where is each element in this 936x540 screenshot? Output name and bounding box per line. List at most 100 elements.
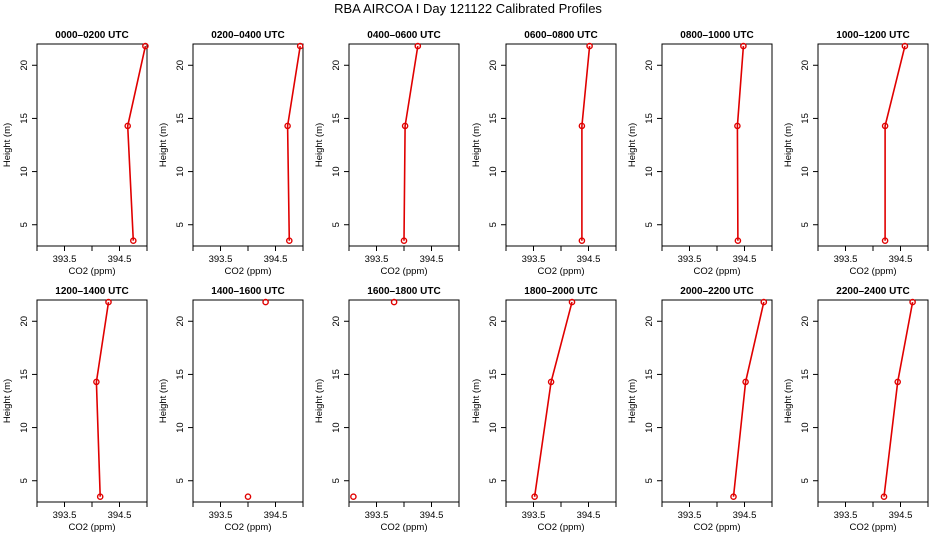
x-axis-label: CO2 (ppm) xyxy=(381,522,428,533)
x-tick-label: 394.5 xyxy=(420,254,444,265)
y-tick-label: 10 xyxy=(644,166,655,177)
panel-title: 2000–2200 UTC xyxy=(680,286,753,297)
panel-frame xyxy=(661,43,773,247)
y-tick-label: 5 xyxy=(19,478,30,483)
x-axis-label: CO2 (ppm) xyxy=(850,266,897,277)
panel-frame xyxy=(817,299,929,503)
y-tick-label: 5 xyxy=(644,478,655,483)
data-point xyxy=(285,237,293,244)
data-point xyxy=(244,493,252,501)
y-tick-label: 15 xyxy=(331,113,342,124)
data-point xyxy=(124,122,131,130)
y-tick-label: 20 xyxy=(800,316,811,327)
y-tick-label: 5 xyxy=(488,478,499,483)
data-point xyxy=(730,493,737,501)
x-tick-label: 393.5 xyxy=(678,510,702,521)
y-axis-label: Height (m) xyxy=(314,123,325,167)
y-axis-label: Height (m) xyxy=(471,379,482,423)
y-tick-label: 5 xyxy=(331,478,342,483)
data-point xyxy=(881,122,889,130)
panel-title: 0000–0200 UTC xyxy=(55,30,128,41)
profile-line xyxy=(95,301,110,497)
y-tick-label: 5 xyxy=(175,222,186,227)
y-tick-label: 20 xyxy=(331,316,342,327)
data-point xyxy=(547,378,555,386)
data-point xyxy=(894,378,902,386)
panel-frame xyxy=(817,43,929,247)
y-tick-label: 20 xyxy=(800,60,811,71)
x-tick-label: 393.5 xyxy=(53,510,77,521)
profile-line xyxy=(126,45,147,241)
y-tick-label: 5 xyxy=(800,222,811,227)
data-point xyxy=(262,298,269,306)
data-point xyxy=(734,237,742,244)
x-tick-label: 394.5 xyxy=(889,510,913,521)
data-point xyxy=(568,298,576,306)
x-tick-label: 393.5 xyxy=(522,254,546,265)
y-axis-label: Height (m) xyxy=(471,123,482,167)
x-tick-label: 393.5 xyxy=(834,254,858,265)
y-tick-label: 10 xyxy=(800,422,811,433)
y-tick-label: 15 xyxy=(175,113,186,124)
y-axis-label: Height (m) xyxy=(783,123,794,167)
x-tick-label: 394.5 xyxy=(889,254,913,265)
panel-frame xyxy=(505,299,617,503)
y-tick-label: 20 xyxy=(19,316,30,327)
panel-frame xyxy=(192,43,304,247)
y-tick-label: 10 xyxy=(331,166,342,177)
data-point xyxy=(880,493,888,501)
y-tick-label: 20 xyxy=(331,60,342,71)
x-tick-label: 393.5 xyxy=(522,510,546,521)
y-tick-label: 5 xyxy=(488,222,499,227)
profile-line xyxy=(533,301,573,497)
profile-line xyxy=(732,301,765,497)
y-axis-label: Height (m) xyxy=(314,379,325,423)
x-axis-label: CO2 (ppm) xyxy=(225,266,272,277)
data-point xyxy=(578,237,586,244)
x-axis-label: CO2 (ppm) xyxy=(694,522,741,533)
panel-frame xyxy=(348,299,460,503)
y-axis-label: Height (m) xyxy=(158,123,169,167)
data-point xyxy=(901,42,909,50)
data-point xyxy=(129,237,137,244)
y-tick-label: 10 xyxy=(19,422,30,433)
data-point xyxy=(414,42,422,50)
x-axis-label: CO2 (ppm) xyxy=(694,266,741,277)
y-tick-label: 15 xyxy=(488,369,499,380)
data-point xyxy=(760,298,768,306)
data-point xyxy=(93,378,100,386)
y-tick-label: 20 xyxy=(175,316,186,327)
x-tick-label: 394.5 xyxy=(577,510,601,521)
y-tick-label: 10 xyxy=(488,422,499,433)
x-tick-label: 394.5 xyxy=(420,510,444,521)
data-point xyxy=(105,298,112,306)
profile-line xyxy=(883,301,914,497)
y-axis-label: Height (m) xyxy=(627,379,638,423)
y-tick-label: 10 xyxy=(800,166,811,177)
panel-title: 1000–1200 UTC xyxy=(836,30,909,41)
y-axis-label: Height (m) xyxy=(783,379,794,423)
y-tick-label: 10 xyxy=(175,422,186,433)
x-tick-label: 394.5 xyxy=(108,510,132,521)
x-tick-label: 393.5 xyxy=(209,254,233,265)
x-tick-label: 394.5 xyxy=(733,254,757,265)
y-tick-label: 15 xyxy=(800,113,811,124)
panel-title: 0400–0600 UTC xyxy=(367,30,440,41)
y-tick-label: 5 xyxy=(19,222,30,227)
x-tick-label: 394.5 xyxy=(577,254,601,265)
x-tick-label: 394.5 xyxy=(264,254,288,265)
data-point xyxy=(742,378,749,386)
data-point xyxy=(586,42,593,50)
data-point xyxy=(881,237,889,244)
y-tick-label: 20 xyxy=(488,60,499,71)
panel-title: 0200–0400 UTC xyxy=(211,30,284,41)
data-point xyxy=(400,237,408,244)
x-tick-label: 393.5 xyxy=(365,510,389,521)
